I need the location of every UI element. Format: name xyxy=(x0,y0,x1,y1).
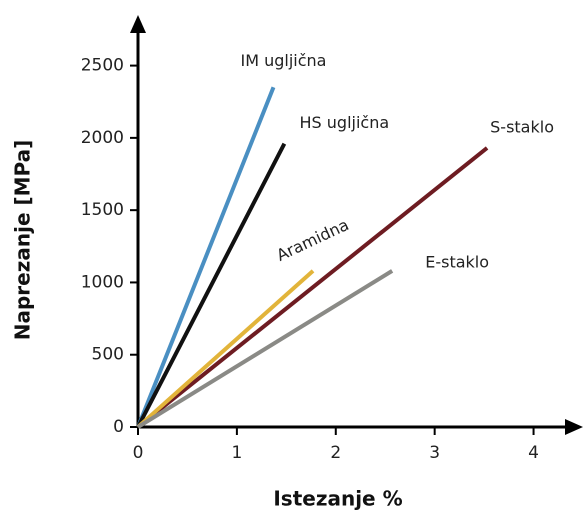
series-label: E-staklo xyxy=(425,252,489,271)
x-tick-label: 3 xyxy=(429,443,440,463)
y-tick-label: 500 xyxy=(92,345,124,365)
data-line xyxy=(136,269,315,429)
series-label: HS ugljična xyxy=(300,113,390,132)
data-line xyxy=(136,269,394,429)
x-tick-label: 1 xyxy=(231,443,242,463)
x-tick-label: 0 xyxy=(133,443,144,463)
series-label: Aramidna xyxy=(273,215,351,265)
x-axis-arrow xyxy=(565,419,583,435)
x-tick-label: 2 xyxy=(330,443,341,463)
y-tick-label: 2500 xyxy=(81,56,124,76)
x-tick-label: 4 xyxy=(528,443,539,463)
y-tick-label: 1000 xyxy=(81,272,124,292)
y-tick-label: 2000 xyxy=(81,128,124,148)
y-tick-label: 1500 xyxy=(81,200,124,220)
y-axis-arrow xyxy=(130,15,146,33)
data-line xyxy=(136,86,276,428)
series-label: IM ugljična xyxy=(240,51,326,70)
data-line xyxy=(136,142,287,428)
x-axis-title: Istezanje % xyxy=(273,487,402,511)
y-axis-title: Naprezanje [MPa] xyxy=(11,140,35,341)
y-tick-label: 0 xyxy=(113,417,124,437)
data-line xyxy=(136,146,489,429)
series-label: S-staklo xyxy=(490,117,554,136)
